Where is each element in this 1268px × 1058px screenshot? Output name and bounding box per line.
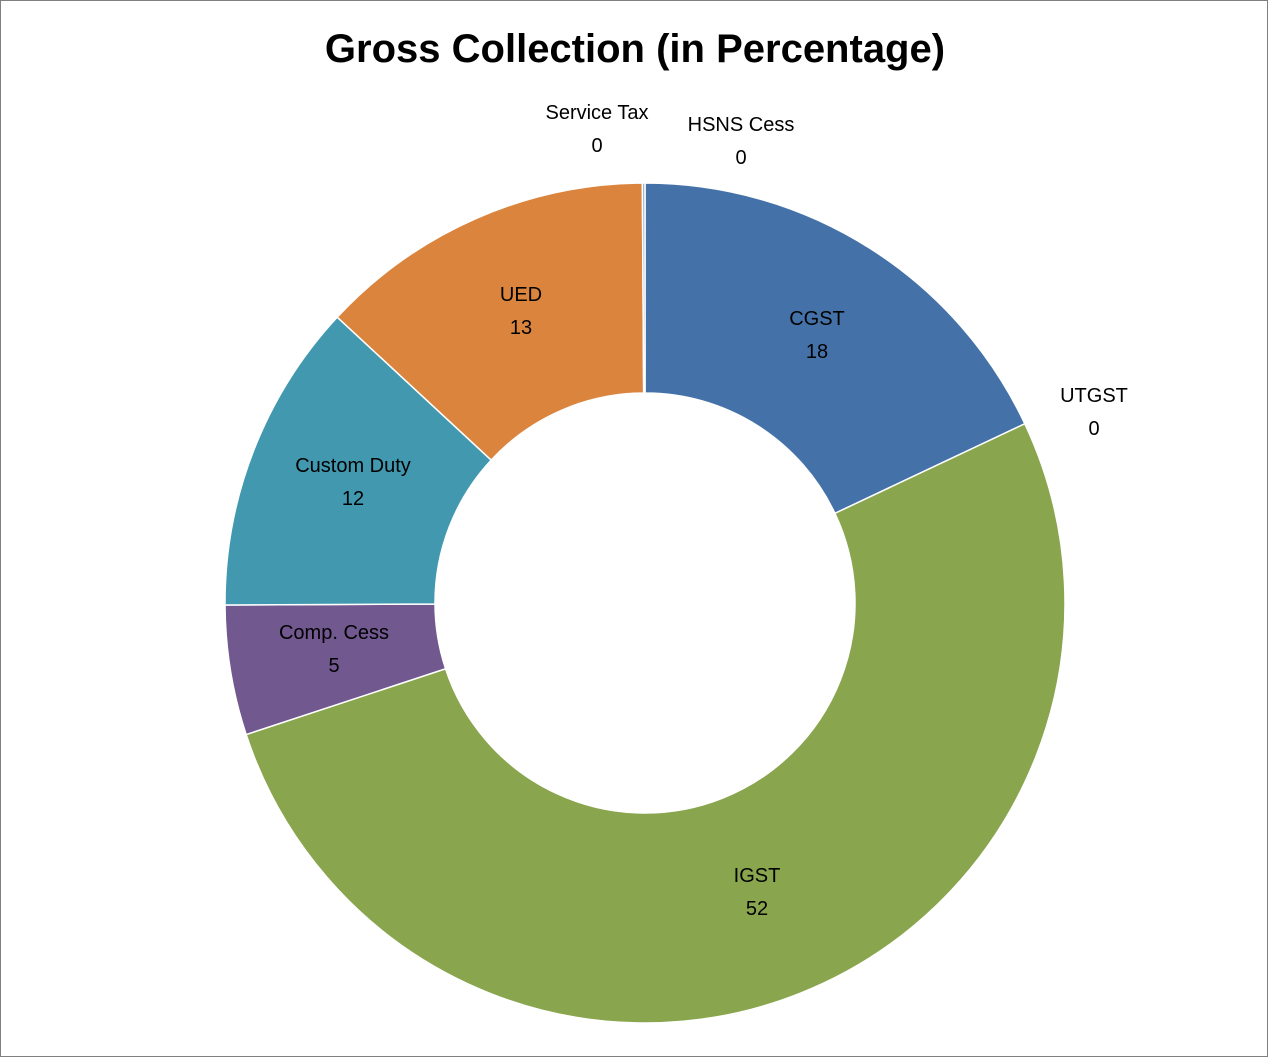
data-label-value-custom-duty: 12 <box>342 488 364 510</box>
data-label-name-ued: UED <box>500 284 542 306</box>
data-label-value-service-tax: 0 <box>591 135 602 157</box>
slice-igst <box>245 422 1066 1024</box>
data-label-value-ued: 13 <box>510 317 532 339</box>
data-label-value-comp-cess: 5 <box>328 655 339 677</box>
data-label-name-hsns-cess: HSNS Cess <box>688 114 795 136</box>
slice-ued <box>336 182 645 462</box>
slice-service-tax <box>641 182 646 394</box>
data-label-name-custom-duty: Custom Duty <box>295 455 411 477</box>
slice-cgst <box>644 182 1026 515</box>
data-label-value-cgst: 18 <box>806 341 828 363</box>
data-label-name-cgst: CGST <box>789 308 845 330</box>
data-label-value-utgst: 0 <box>1088 418 1099 440</box>
data-label-name-comp-cess: Comp. Cess <box>279 622 389 644</box>
data-label-name-igst: IGST <box>734 865 781 887</box>
data-label-name-service-tax: Service Tax <box>545 102 648 124</box>
slice-custom-duty <box>224 316 493 606</box>
chart-title: Gross Collection (in Percentage) <box>324 27 946 71</box>
data-label-value-igst: 52 <box>746 898 768 920</box>
data-label-name-utgst: UTGST <box>1060 385 1128 407</box>
data-label-value-hsns-cess: 0 <box>735 147 746 169</box>
